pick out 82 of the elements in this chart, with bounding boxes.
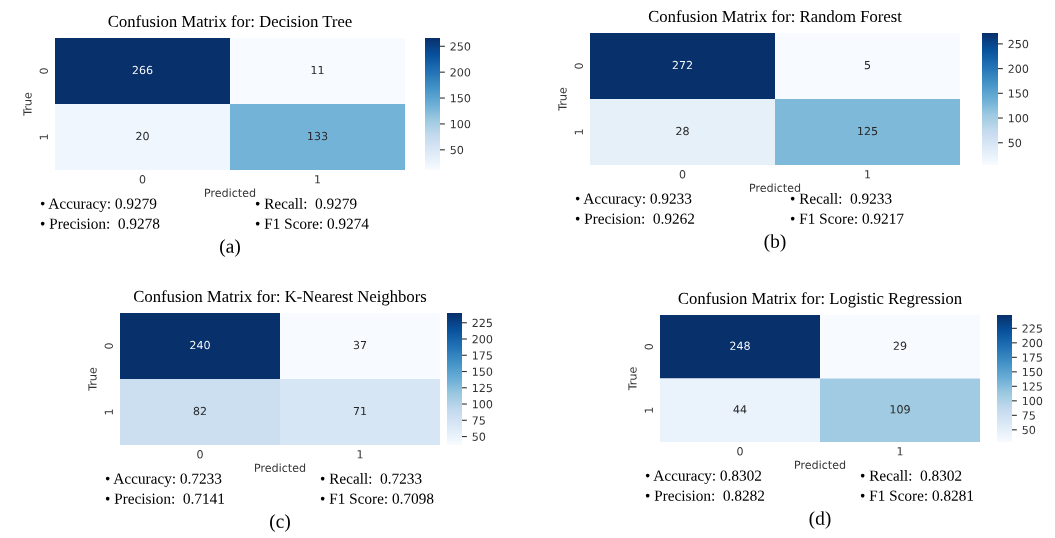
color-bar-label: 200 <box>1022 338 1043 348</box>
color-bar-label: 200 <box>472 334 493 344</box>
data-label: 37 <box>353 340 367 350</box>
chart-title: Confusion Matrix for: K-Nearest Neighbors <box>133 290 427 306</box>
color-bar-label: 200 <box>450 68 471 77</box>
color-bar-label: 50 <box>450 145 464 155</box>
color-bar-label: 150 <box>472 367 493 376</box>
x-axis-title: Predicted <box>205 188 256 197</box>
color-bar-label: 150 <box>1022 367 1043 377</box>
data-label: 44 <box>733 405 747 414</box>
data-label: 248 <box>730 341 750 350</box>
text: • Accuracy: 0.9279 <box>40 198 157 212</box>
y-axis-title: True <box>23 92 32 116</box>
x-tick-label: 0 <box>139 175 146 184</box>
x-tick-label: 1 <box>357 450 363 459</box>
color-bar-label: 125 <box>1022 382 1042 391</box>
text: (b) <box>764 234 786 252</box>
color-bar-label: 125 <box>472 383 492 393</box>
x-tick-label: 0 <box>737 447 743 456</box>
color-bar-label: 200 <box>1008 64 1029 73</box>
x-axis-title: Predicted <box>750 183 801 192</box>
text: • F1 Score: 0.7098 <box>320 493 434 504</box>
data-label: 28 <box>676 126 689 136</box>
color-bar-label: 50 <box>1008 138 1022 148</box>
chart-title: Confusion Matrix for: Random Forest <box>648 10 902 23</box>
color-bar-label: 225 <box>1022 324 1042 333</box>
x-tick-label: 1 <box>315 175 321 184</box>
color-bar-label: 50 <box>1022 425 1036 435</box>
color-bar-label: 100 <box>472 400 493 409</box>
color-bar-label: 250 <box>450 42 471 51</box>
x-axis-title: Predicted <box>795 460 846 469</box>
data-label: 5 <box>864 60 871 70</box>
text: • Recall: 0.9233 <box>790 193 892 204</box>
text: • Accuracy: 0.9233 <box>575 193 692 207</box>
chart-title: Confusion Matrix for: Logistic Regression <box>678 292 962 308</box>
data-label: 272 <box>672 60 692 70</box>
text: (a) <box>220 239 240 257</box>
color-bar-label: 100 <box>450 119 471 129</box>
color-bar-label: 150 <box>1008 89 1029 98</box>
text: • Accuracy: 0.8302 <box>645 470 762 484</box>
color-bar-label: 100 <box>1022 396 1043 406</box>
color-bar-label: 100 <box>1008 114 1029 123</box>
x-tick-label: 0 <box>197 450 203 459</box>
x-tick-label: 1 <box>865 170 871 179</box>
data-label: 71 <box>353 406 367 416</box>
color-bar-label: 175 <box>1022 353 1042 362</box>
data-label: 20 <box>136 131 149 141</box>
color-bar-label: 150 <box>450 94 471 103</box>
color-bar-label: 175 <box>472 351 492 360</box>
text: • Precision: 0.8282 <box>645 490 765 501</box>
text: • Recall: 0.9279 <box>255 198 357 209</box>
data-label: 109 <box>890 405 910 414</box>
data-label: 240 <box>190 340 210 350</box>
text: • Precision: 0.9278 <box>40 218 160 229</box>
color-bar-label: 75 <box>472 416 485 425</box>
text: • Accuracy: 0.7233 <box>105 473 222 487</box>
data-label: 11 <box>311 65 324 75</box>
text: (d) <box>809 511 831 529</box>
color-bar-label: 225 <box>472 318 492 328</box>
x-tick-label: 1 <box>897 447 903 456</box>
data-label: 266 <box>132 65 153 75</box>
y-axis-title: True <box>558 87 567 111</box>
text: • F1 Score: 0.9274 <box>255 218 369 229</box>
text: • Recall: 0.7233 <box>320 473 422 484</box>
chart-title: Confusion Matrix for: Decision Tree <box>108 15 352 28</box>
data-label: 82 <box>193 406 206 416</box>
data-label: 29 <box>893 341 907 350</box>
x-tick-label: 0 <box>679 170 686 179</box>
text: • F1 Score: 0.8281 <box>860 490 974 501</box>
y-axis-title: True <box>628 367 637 391</box>
y-axis-title: True <box>88 367 97 391</box>
text: • Recall: 0.8302 <box>860 470 962 481</box>
x-axis-title: Predicted <box>255 463 306 472</box>
data-label: 133 <box>308 131 328 141</box>
text: • F1 Score: 0.9217 <box>790 213 904 224</box>
color-bar-label: 50 <box>472 432 486 441</box>
text: • Precision: 0.9262 <box>575 213 695 224</box>
data-label: 125 <box>858 126 878 136</box>
color-bar-label: 75 <box>1022 411 1035 420</box>
color-bar-label: 250 <box>1008 39 1029 49</box>
text: • Precision: 0.7141 <box>105 493 225 504</box>
text: (c) <box>270 514 290 532</box>
